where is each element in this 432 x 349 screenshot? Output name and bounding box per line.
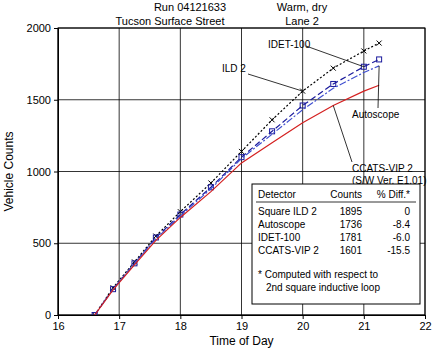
x-axis-line xyxy=(59,316,426,320)
chart: 16 17 18 19 20 21 22 0 500 1000 1500 2000 Run 041216… xyxy=(0,0,432,349)
table-footnote: 2nd square inductive loop xyxy=(266,282,380,293)
table-header: % Diff.* xyxy=(377,189,410,200)
table-cell: Autoscope xyxy=(258,219,306,230)
line-label: ILD 2 xyxy=(222,63,246,74)
annotations: Tucson Surface Street Lane 2 IDET-100 ILD 2… xyxy=(115,15,426,186)
x-tick: 16 xyxy=(52,315,64,332)
y-tick-mark xyxy=(54,315,58,316)
point-marker xyxy=(239,149,244,154)
table-cell: 1736 xyxy=(340,219,363,230)
table-cell: 1601 xyxy=(340,245,363,256)
x-tick-mark xyxy=(425,315,426,319)
x-tick-mark xyxy=(119,315,120,319)
table-cell: IDET-100 xyxy=(258,232,301,243)
results-table: Detector Counts % Diff.* Square ILD 2 1895 0 A… xyxy=(252,184,420,304)
subheading: Lane 2 xyxy=(285,15,319,27)
series-line xyxy=(95,43,379,315)
grid xyxy=(58,28,425,315)
y-tick-label: 1500 xyxy=(27,94,51,106)
x-tick: 18 xyxy=(175,315,187,332)
table-footnote: * Computed with respect to xyxy=(258,269,378,280)
table-box xyxy=(252,184,420,304)
subheading: Tucson Surface Street xyxy=(115,15,224,27)
series-line xyxy=(95,66,379,315)
y-tick: 500 xyxy=(33,237,58,249)
y-tick: 2000 xyxy=(27,22,58,34)
x-tick-mark xyxy=(364,315,365,319)
plot-frame xyxy=(58,28,425,315)
x-tick-mark xyxy=(242,315,243,319)
x-tick-label: 20 xyxy=(297,320,309,332)
y-tick-mark xyxy=(54,28,58,29)
table-rule xyxy=(256,202,416,203)
x-tick-label: 21 xyxy=(358,320,370,332)
point-marker xyxy=(331,81,336,86)
line-label: CCATS-VIP 2 xyxy=(352,163,413,174)
table-cell: -8.4 xyxy=(393,219,411,230)
table-header: Counts xyxy=(330,189,362,200)
y-grid-line xyxy=(58,99,425,100)
plot-area xyxy=(92,41,381,315)
x-tick-label: 17 xyxy=(114,320,126,332)
y-tick-mark xyxy=(54,243,58,244)
line-label: IDET-100 xyxy=(268,39,311,50)
subtitle: Warm, dry xyxy=(277,1,328,13)
table-cell: 0 xyxy=(404,206,410,217)
table-cell: -6.0 xyxy=(393,232,411,243)
x-tick: 20 xyxy=(297,315,309,332)
point-marker xyxy=(377,57,382,62)
y-tick-label: 2000 xyxy=(27,22,51,34)
x-axis: 16 17 18 19 20 21 22 xyxy=(52,315,431,332)
y-axis: 0 500 1000 1500 2000 xyxy=(27,22,59,321)
leader-line xyxy=(378,66,379,108)
x-tick-mark xyxy=(303,315,304,319)
x-axis-title: Time of Day xyxy=(209,334,273,348)
y-tick-mark xyxy=(54,100,58,101)
table-cell: Square ILD 2 xyxy=(258,206,317,217)
line-label: Autoscope xyxy=(352,109,400,120)
leader-line xyxy=(306,46,364,67)
y-tick: 1000 xyxy=(27,166,58,178)
point-marker xyxy=(377,41,382,46)
table-cell: 1895 xyxy=(340,206,363,217)
point-marker xyxy=(270,117,275,122)
x-tick: 19 xyxy=(236,315,248,332)
y-tick-mark xyxy=(54,172,58,173)
x-tick: 21 xyxy=(358,315,370,332)
y-tick-label: 500 xyxy=(33,237,51,249)
x-tick: 22 xyxy=(419,315,431,332)
x-tick: 17 xyxy=(114,315,126,332)
point-marker xyxy=(361,48,366,53)
table-cell: -15.5 xyxy=(387,245,410,256)
leader-line xyxy=(248,74,303,91)
table-cell: 1781 xyxy=(340,232,363,243)
table-cell: CCATS-VIP 2 xyxy=(258,245,319,256)
x-tick-label: 19 xyxy=(236,320,248,332)
y-axis-title: Vehicle Counts xyxy=(2,131,16,211)
x-tick-label: 16 xyxy=(52,320,64,332)
table-header: Detector xyxy=(258,189,296,200)
y-tick: 1500 xyxy=(27,94,58,106)
y-tick-label: 1000 xyxy=(27,166,51,178)
leader-line xyxy=(333,105,352,162)
x-tick-label: 18 xyxy=(175,320,187,332)
point-marker xyxy=(331,66,336,71)
x-tick-label: 22 xyxy=(419,320,431,332)
y-tick: 0 xyxy=(45,309,58,321)
x-tick-mark xyxy=(180,315,181,319)
point-marker xyxy=(300,103,305,108)
title: Run 04121633 xyxy=(154,1,226,13)
y-tick-label: 0 xyxy=(45,309,51,321)
